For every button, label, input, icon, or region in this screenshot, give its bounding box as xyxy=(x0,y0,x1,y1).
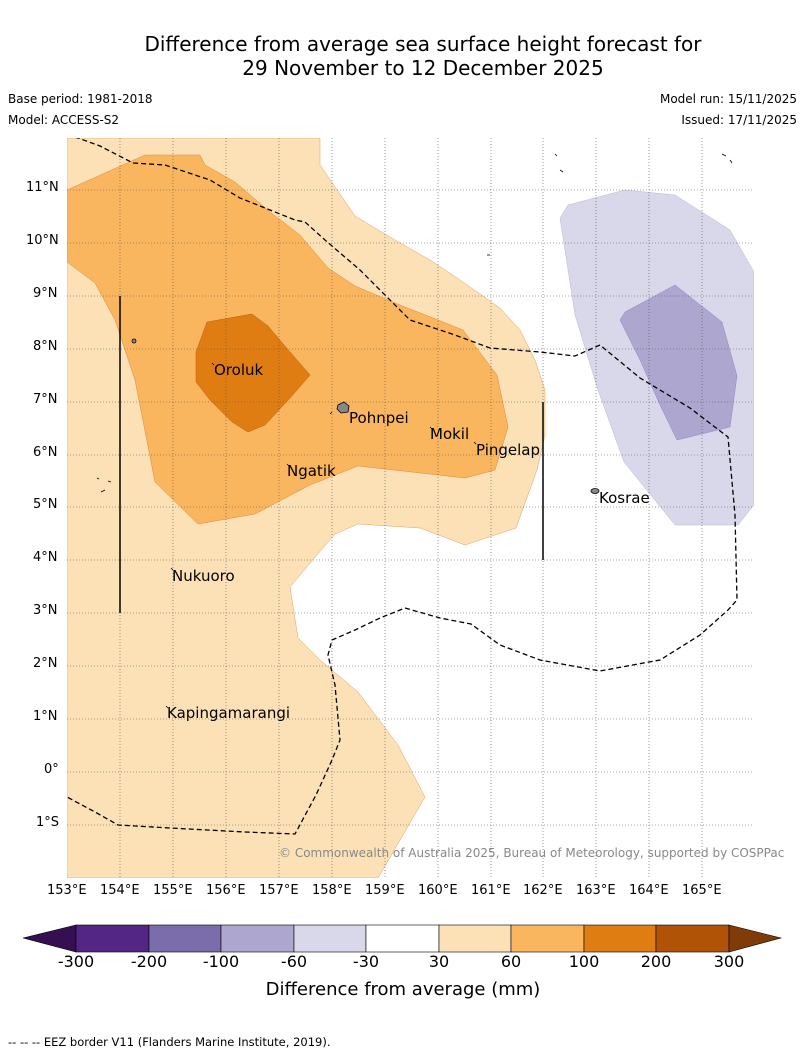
place-label-pohnpei: Pohnpei xyxy=(349,409,409,427)
lat-label: 10°N xyxy=(26,233,59,248)
colorbar-label: -200 xyxy=(130,952,168,971)
ngatik-marker xyxy=(286,463,290,467)
lat-label: 11°N xyxy=(26,180,59,195)
colorbar-seg-1 xyxy=(75,924,150,953)
latitude-gridlines xyxy=(67,189,754,826)
colorbar-seg-6 xyxy=(438,924,512,953)
lon-label: 162°E xyxy=(523,883,563,898)
base-period: Base period: 1981-2018 xyxy=(8,92,153,106)
lat-label: 5°N xyxy=(33,497,58,512)
anomaly-contour-neg100-neg60 xyxy=(619,284,738,441)
lon-label: 163°E xyxy=(576,883,616,898)
place-label-kapingamarangi: Kapingamarangi xyxy=(167,704,291,722)
model-name: Model: ACCESS-S2 xyxy=(8,113,120,127)
colorbar-extend-min xyxy=(22,924,77,953)
pohnpei-island xyxy=(336,401,350,414)
lat-label: 6°N xyxy=(33,445,58,460)
atoll-marker xyxy=(131,338,137,344)
lon-label: 154°E xyxy=(100,883,140,898)
lat-label: 4°N xyxy=(33,550,58,565)
colorbar-seg-9 xyxy=(655,924,730,953)
colorbar-seg-8 xyxy=(583,924,657,953)
colorbar-label: 30 xyxy=(428,952,450,971)
anomaly-contour-100-200 xyxy=(195,313,311,433)
lat-label: 9°N xyxy=(33,286,58,301)
title-line-1: Difference from average sea surface heig… xyxy=(144,32,702,56)
colorbar-label: 300 xyxy=(713,952,745,971)
lon-label: 160°E xyxy=(418,883,458,898)
colorbar-label: 100 xyxy=(568,952,600,971)
colorbar-label: -30 xyxy=(352,952,380,971)
map-title: Difference from average sea surface heig… xyxy=(0,32,804,80)
lon-label: 164°E xyxy=(629,883,669,898)
colorbar xyxy=(22,924,783,953)
colorbar-label: -300 xyxy=(57,952,95,971)
colorbar-extend-max xyxy=(728,924,783,953)
nukuoro-marker xyxy=(170,567,174,571)
oroluk-marker xyxy=(211,362,215,366)
issued-date: Issued: 17/11/2025 xyxy=(681,113,797,127)
lat-label: 2°N xyxy=(33,656,58,671)
lon-label: 156°E xyxy=(206,883,246,898)
lat-label: 7°N xyxy=(33,392,58,407)
colorbar-label: 60 xyxy=(500,952,522,971)
anomaly-contour-60-100 xyxy=(67,154,509,525)
mokil-marker xyxy=(429,426,433,430)
lon-label: 157°E xyxy=(259,883,299,898)
kosrae-island xyxy=(590,488,600,494)
colorbar-label: 200 xyxy=(640,952,672,971)
place-label-nukuoro: Nukuoro xyxy=(172,567,235,585)
lat-label: 8°N xyxy=(33,339,58,354)
colorbar-label: -60 xyxy=(280,952,308,971)
lat-label: 3°N xyxy=(33,603,58,618)
title-line-2: 29 November to 12 December 2025 xyxy=(242,56,604,80)
colorbar-seg-4 xyxy=(293,924,367,953)
minor-island-2 xyxy=(554,153,564,173)
minor-island-1 xyxy=(96,477,112,493)
place-label-mokil: Mokil xyxy=(430,425,470,443)
colorbar-title: Difference from average (mm) xyxy=(265,979,541,1000)
lat-label: 1°N xyxy=(33,709,58,724)
map-plot-area xyxy=(67,138,754,878)
pingelap-marker xyxy=(473,441,477,445)
lon-label: 161°E xyxy=(471,883,511,898)
colorbar-seg-7 xyxy=(510,924,585,953)
colorbar-label: -100 xyxy=(202,952,240,971)
model-run: Model run: 15/11/2025 xyxy=(659,92,797,106)
colorbar-seg-2 xyxy=(148,924,222,953)
lat-label: 1°S xyxy=(36,815,60,830)
place-label-ngatik: Ngatik xyxy=(287,462,336,480)
lon-label: 153°E xyxy=(47,883,87,898)
lat-label: 0° xyxy=(44,762,59,777)
eez-border xyxy=(67,138,738,835)
place-label-kosrae: Kosrae xyxy=(599,489,650,507)
lon-label: 159°E xyxy=(365,883,405,898)
kapinga-marker xyxy=(165,705,169,709)
copyright-note: © Commonwealth of Australia 2025, Bureau… xyxy=(279,846,785,860)
lon-label: 158°E xyxy=(312,883,352,898)
lon-label: 155°E xyxy=(153,883,193,898)
pohnpei-marker xyxy=(329,411,333,415)
place-label-pingelap: Pingelap xyxy=(476,441,541,459)
islands xyxy=(96,153,733,709)
colorbar-seg-5 xyxy=(365,924,440,953)
minor-island-3 xyxy=(721,153,733,164)
eez-legend-note: -- -- -- EEZ border V11 (Flanders Marine… xyxy=(8,1035,331,1049)
place-label-oroluk: Oroluk xyxy=(214,361,264,379)
lon-label: 165°E xyxy=(682,883,722,898)
colorbar-seg-3 xyxy=(220,924,295,953)
